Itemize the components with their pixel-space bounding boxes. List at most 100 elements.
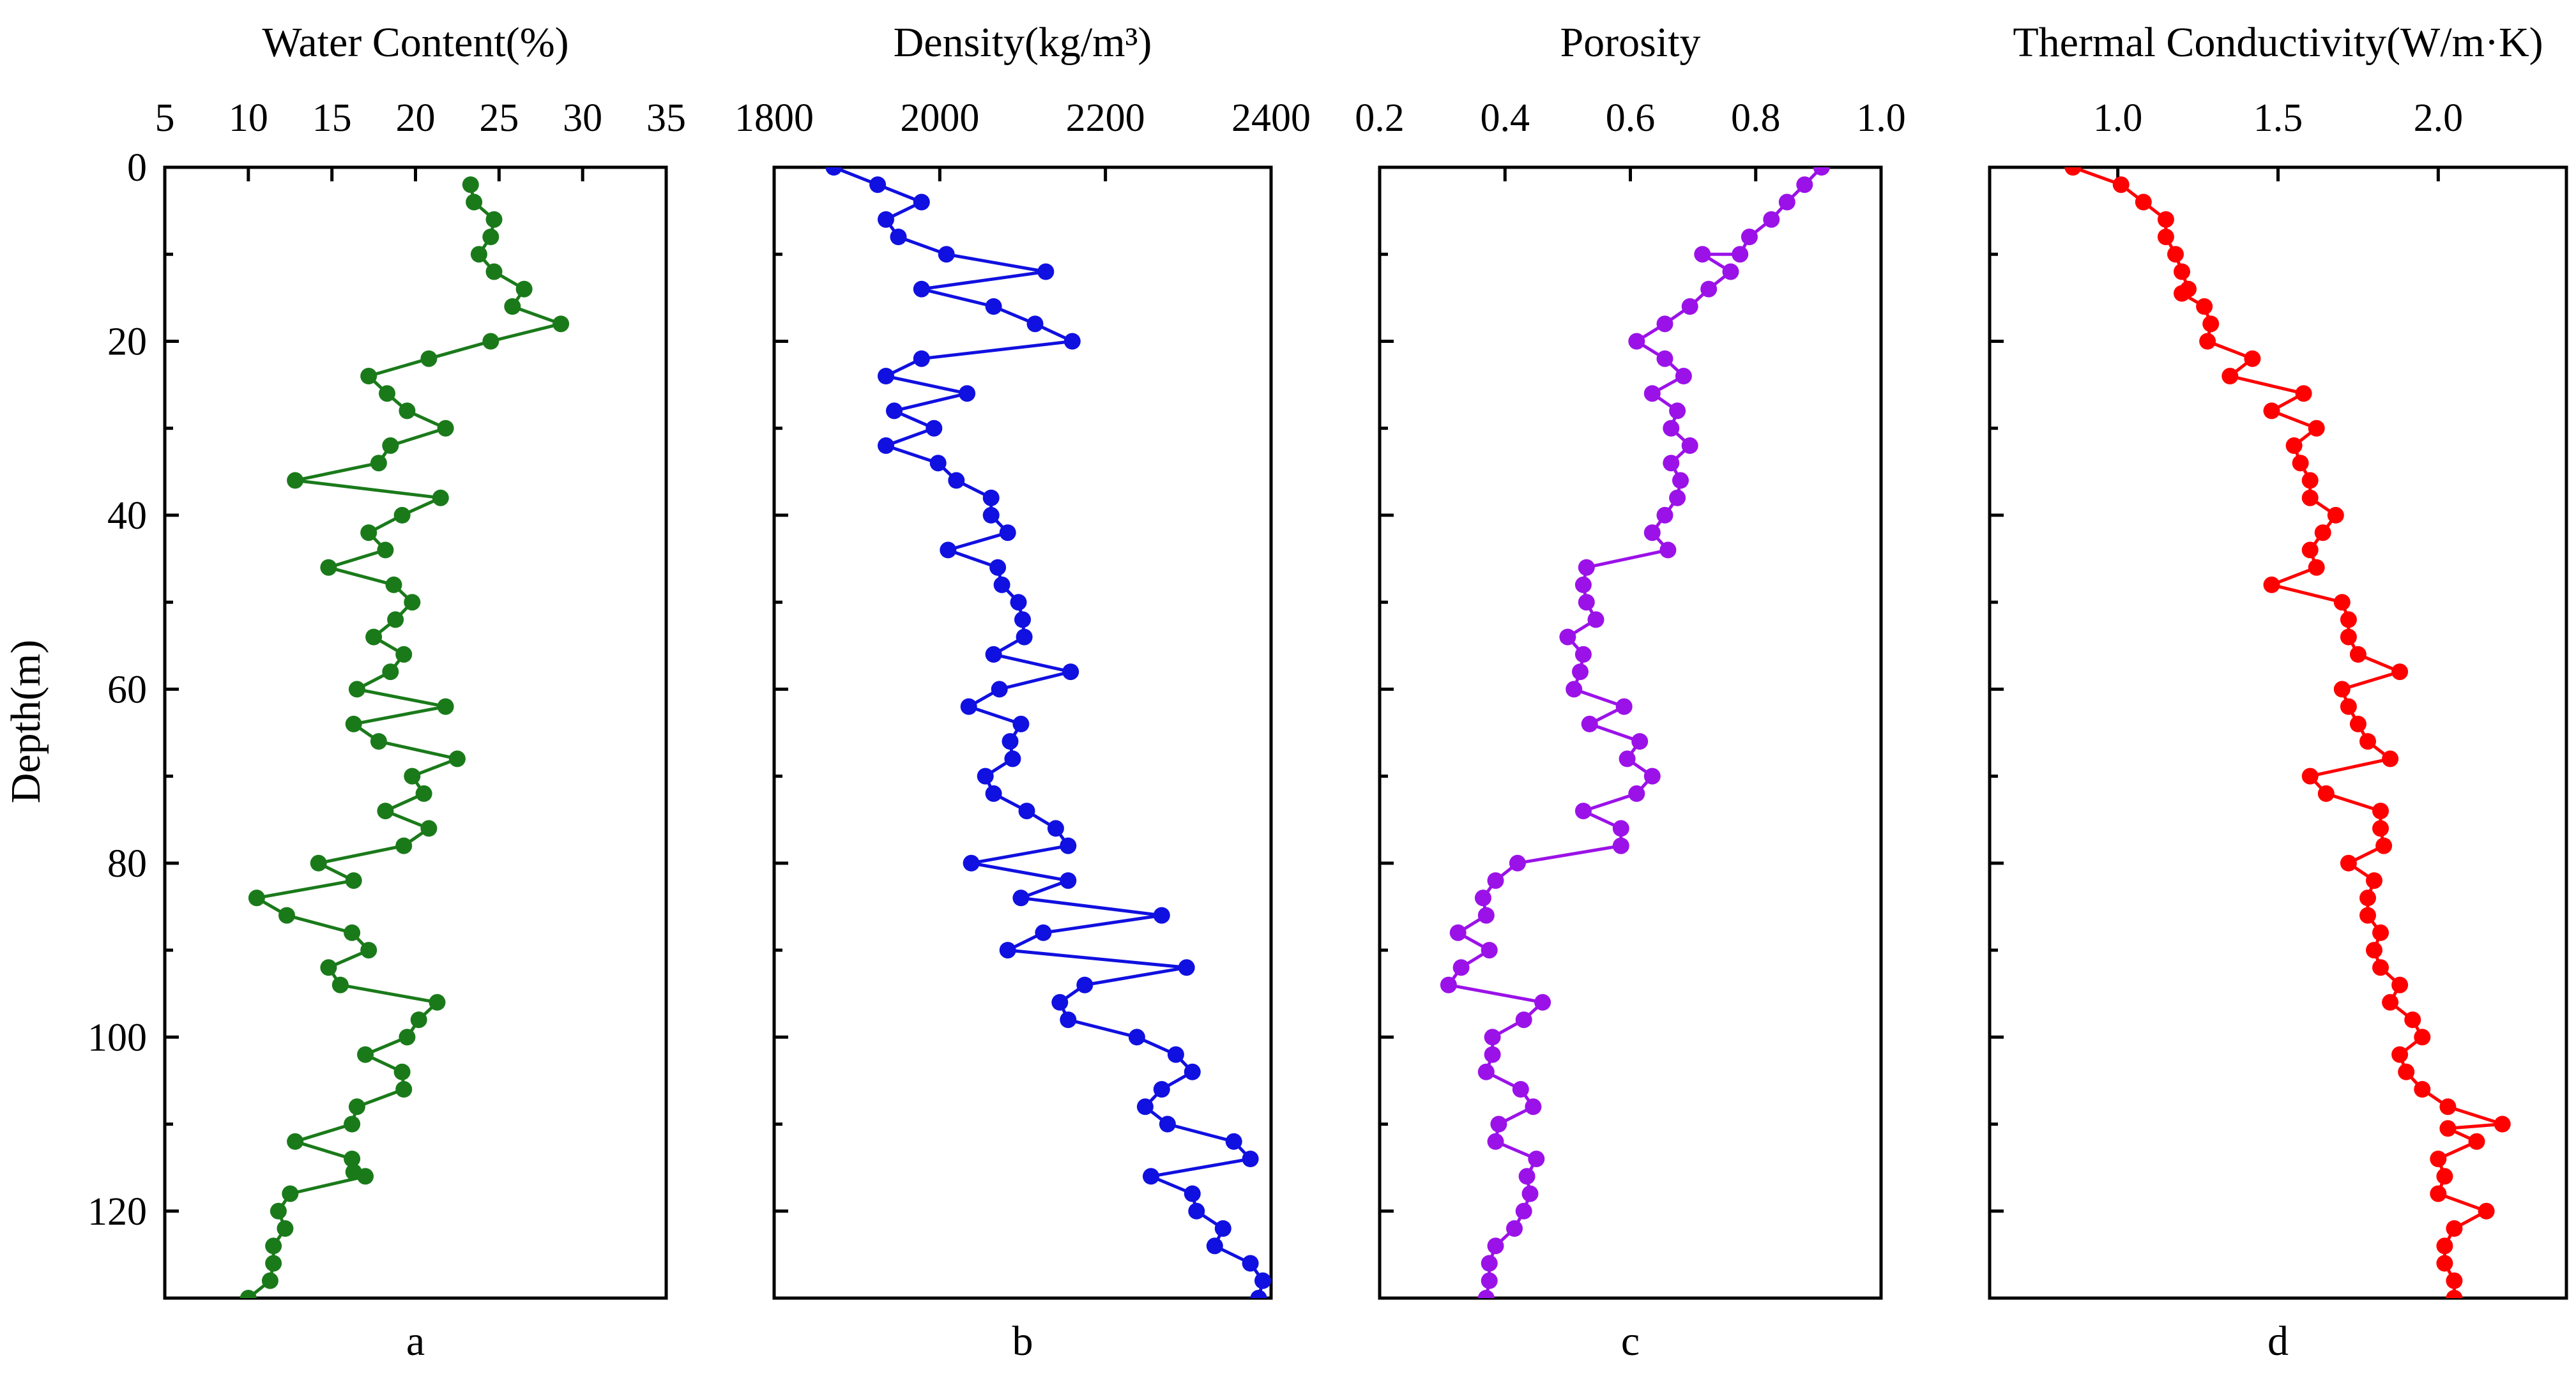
- x-tick-label: 2400: [1231, 96, 1311, 140]
- data-point: [2327, 506, 2344, 524]
- y-tick-label: 60: [107, 668, 147, 711]
- data-point: [2308, 559, 2325, 576]
- data-point: [485, 211, 503, 228]
- data-point: [1796, 176, 1813, 193]
- data-point: [1559, 628, 1576, 646]
- data-point: [1487, 1237, 1504, 1255]
- data-point: [2478, 1202, 2495, 1220]
- data-point: [1534, 994, 1551, 1011]
- panel-d: Thermal Conductivity(W/m·K) 1.0 1.5 2.0 d: [1988, 19, 2568, 1365]
- data-point: [399, 1029, 416, 1046]
- plot-frame: [163, 165, 668, 1300]
- data-point: [2439, 1098, 2457, 1115]
- data-point: [370, 733, 387, 750]
- data-point: [379, 385, 395, 402]
- data-point: [410, 1011, 427, 1029]
- data-point: [1136, 1098, 1154, 1115]
- data-point: [1528, 1151, 1545, 1167]
- series-group: [240, 176, 570, 1298]
- series-line: [833, 167, 1265, 1298]
- data-point: [2314, 524, 2331, 541]
- data-point: [1628, 785, 1645, 802]
- data-point: [825, 167, 842, 176]
- data-point: [344, 924, 361, 941]
- data-point: [2439, 1120, 2457, 1137]
- data-point: [1656, 506, 1673, 524]
- data-point: [287, 472, 304, 489]
- data-point: [377, 541, 394, 559]
- data-point: [1656, 350, 1673, 367]
- data-point: [265, 1237, 282, 1255]
- data-point: [320, 959, 337, 976]
- data-point: [1014, 611, 1031, 628]
- data-point: [1643, 767, 1661, 785]
- data-point: [2359, 889, 2376, 907]
- data-point: [395, 1081, 413, 1098]
- panel-letter-label: a: [406, 1318, 425, 1365]
- data-point: [466, 193, 483, 211]
- data-point: [2263, 402, 2280, 420]
- data-point: [982, 506, 1000, 524]
- data-point: [1778, 193, 1795, 211]
- data-point: [1477, 1290, 1495, 1298]
- x-tick-label: 1.0: [1856, 96, 1906, 140]
- data-point: [1051, 994, 1069, 1011]
- data-point: [1062, 663, 1079, 681]
- data-point: [360, 942, 377, 959]
- data-point: [1002, 733, 1019, 750]
- data-point: [1525, 1098, 1542, 1115]
- data-point: [277, 1220, 294, 1237]
- data-point: [1619, 750, 1636, 767]
- data-point: [2391, 663, 2409, 681]
- data-point: [348, 681, 365, 698]
- data-point: [2244, 350, 2261, 367]
- data-point: [993, 576, 1010, 593]
- data-point: [982, 489, 1000, 506]
- data-point: [1484, 1029, 1501, 1046]
- data-point: [977, 767, 994, 785]
- data-point: [2398, 1063, 2415, 1080]
- plot-frame: [772, 165, 1273, 1300]
- data-point: [1663, 420, 1680, 437]
- data-point: [1153, 1081, 1170, 1098]
- data-point: [1574, 646, 1592, 663]
- data-point: [2372, 924, 2389, 941]
- data-point: [357, 1046, 374, 1063]
- data-point: [1813, 167, 1830, 176]
- data-point: [365, 628, 383, 646]
- data-point: [1206, 1237, 1223, 1255]
- data-point: [926, 420, 943, 437]
- data-point: [515, 280, 533, 298]
- data-point: [2064, 167, 2082, 176]
- data-point: [2375, 837, 2393, 854]
- panel-c: Porosity 0.2 0.4 0.6 0.8 1.0 c: [1355, 19, 1906, 1365]
- data-point: [985, 646, 1002, 663]
- data-point: [890, 229, 907, 245]
- data-point: [360, 368, 377, 384]
- panel-title: Water Content(%): [262, 19, 568, 66]
- data-point: [1631, 733, 1649, 750]
- data-point: [999, 942, 1016, 959]
- data-point: [1643, 385, 1661, 402]
- data-point: [2333, 681, 2351, 698]
- x-tick-label: 0.6: [1606, 96, 1656, 140]
- data-point: [1076, 976, 1094, 994]
- data-point: [1612, 820, 1629, 837]
- data-point: [332, 976, 349, 994]
- data-point: [1643, 524, 1661, 541]
- data-point: [869, 176, 887, 193]
- data-point: [1481, 1272, 1498, 1289]
- panel-a: Water Content(%) 5 10 15 20 25 30 35 0 20 40 60 80 10…: [88, 19, 686, 1365]
- data-point: [429, 994, 446, 1011]
- panel-letter-label: d: [2267, 1318, 2289, 1365]
- data-point: [2372, 820, 2389, 837]
- data-point: [2157, 229, 2174, 245]
- x-tick-label: 0.4: [1481, 96, 1530, 140]
- data-point: [2391, 1046, 2409, 1063]
- data-point: [2301, 767, 2319, 785]
- data-point: [2494, 1115, 2511, 1133]
- data-point: [2430, 1185, 2447, 1202]
- x-tick-label: 2200: [1066, 96, 1145, 140]
- series-group: [1440, 167, 1830, 1298]
- data-point: [2301, 541, 2319, 559]
